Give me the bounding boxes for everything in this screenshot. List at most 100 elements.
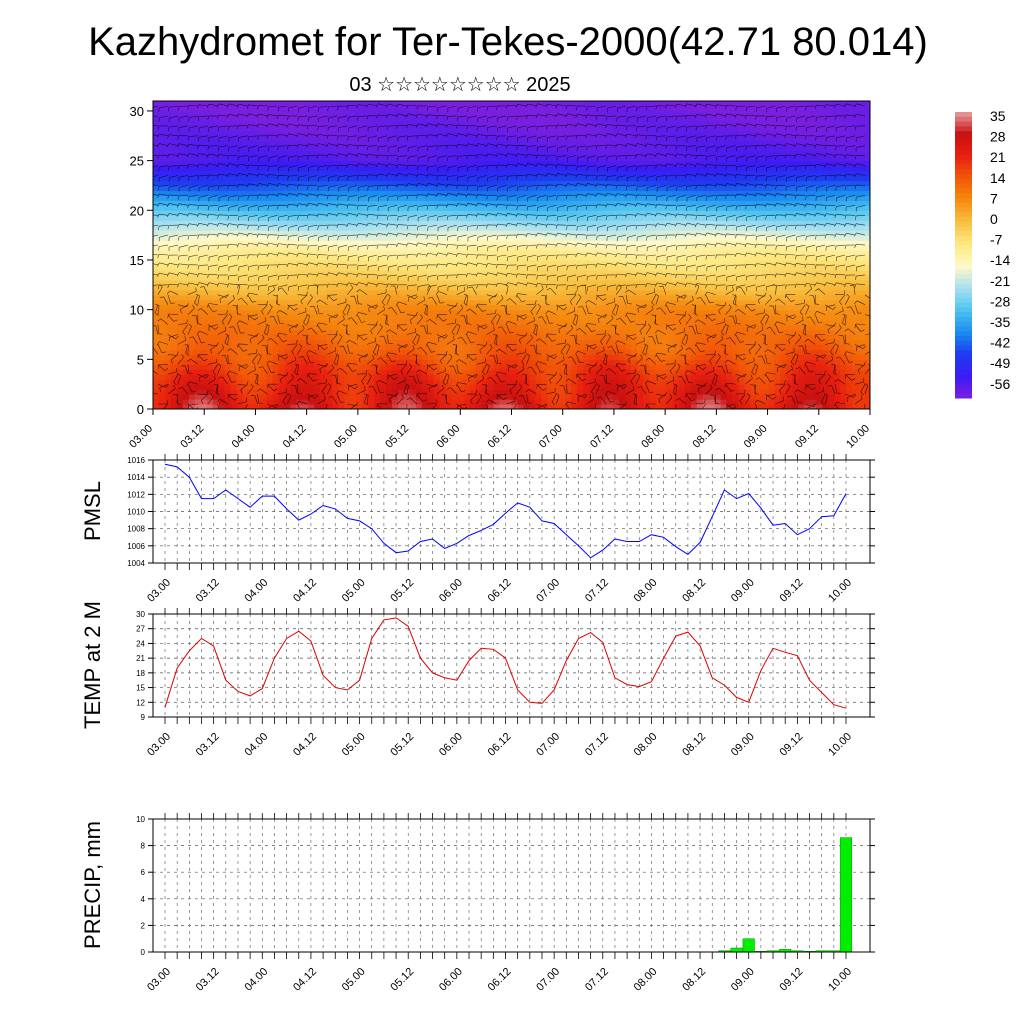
heatmap-cell: [218, 389, 226, 395]
heatmap-cell: [517, 334, 525, 341]
heatmap-cell: [541, 339, 548, 346]
heatmap-cell: [206, 314, 214, 321]
heatmap-cell: [595, 394, 602, 400]
heatmap-cell: [254, 329, 262, 336]
heatmap-cell: [613, 379, 620, 385]
heatmap-cell: [350, 369, 357, 375]
heatmap-cell: [433, 384, 441, 390]
heatmap-cell: [170, 250, 178, 256]
heatmap-cell: [523, 125, 531, 132]
heatmap-cell: [625, 394, 632, 400]
heatmap-cell: [595, 165, 602, 172]
heatmap-cell: [547, 255, 554, 261]
heatmap-cell: [457, 135, 465, 142]
heatmap-cell: [553, 294, 560, 301]
heatmap-cell: [320, 289, 327, 296]
heatmap-cell: [344, 344, 351, 350]
heatmap-cell: [457, 314, 465, 321]
heatmap-cell: [595, 264, 602, 271]
heatmap-cell: [332, 369, 339, 375]
heatmap-cell: [290, 130, 297, 137]
heatmap-cell: [290, 140, 297, 147]
heatmap-cell: [164, 339, 172, 346]
heatmap-cell: [595, 404, 602, 409]
heatmap-cell: [607, 359, 614, 365]
heatmap-cell: [392, 384, 399, 390]
heatmap-cell: [296, 195, 303, 201]
heatmap-cell: [206, 110, 214, 117]
heatmap-cell: [182, 364, 190, 370]
heatmap-cell: [535, 165, 542, 172]
heatmap-cell: [344, 384, 351, 390]
heatmap-cell: [308, 314, 315, 321]
heatmap-cell: [517, 185, 525, 192]
heatmap-cell: [302, 250, 309, 256]
heatmap-cell: [457, 284, 465, 291]
heatmap-cell: [200, 354, 208, 360]
heatmap-cell: [511, 349, 519, 355]
heatmap-cell: [439, 329, 447, 336]
heatmap-cell: [356, 289, 363, 296]
heatmap-cell: [194, 284, 202, 291]
heatmap-cell: [487, 210, 495, 216]
heatmap-cell: [170, 319, 178, 326]
heatmap-cell: [236, 274, 244, 281]
heatmap-cell: [182, 200, 190, 206]
heatmap-cell: [344, 334, 351, 341]
heatmap-cell: [439, 314, 447, 321]
heatmap-cell: [493, 349, 501, 355]
heatmap-cell: [481, 140, 489, 147]
heatmap-cell: [338, 125, 345, 132]
heatmap-cell: [535, 324, 542, 331]
heatmap-cell: [284, 304, 292, 311]
heatmap-cell: [314, 289, 321, 296]
heatmap-cell: [356, 294, 363, 301]
heatmap-cell: [433, 289, 441, 296]
heatmap-cell: [565, 379, 572, 385]
heatmap-cell: [499, 205, 507, 211]
heatmap-cell: [475, 289, 483, 296]
heatmap-cell: [176, 245, 184, 251]
heatmap-cell: [457, 369, 465, 375]
heatmap-cell: [332, 349, 339, 355]
heatmap-cell: [236, 130, 244, 137]
heatmap-cell: [511, 294, 519, 301]
heatmap-cell: [176, 284, 184, 291]
heatmap-cell: [248, 215, 256, 221]
heatmap-cell: [153, 170, 160, 177]
heatmap-cell: [242, 264, 250, 271]
heatmap-cell: [296, 374, 303, 380]
heatmap-cell: [362, 369, 369, 375]
heatmap-cell: [296, 284, 303, 291]
heatmap-cell: [212, 165, 220, 172]
heatmap-cell: [320, 101, 327, 107]
heatmap-cell: [272, 394, 280, 400]
heatmap-cell: [529, 230, 536, 236]
heatmap-cell: [188, 105, 196, 112]
heatmap-cell: [427, 155, 435, 162]
heatmap-cell: [589, 344, 596, 350]
heatmap-cell: [272, 264, 280, 271]
heatmap-cell: [176, 105, 184, 112]
heatmap-cell: [481, 145, 489, 152]
heatmap-cell: [272, 180, 280, 187]
heatmap-cell: [559, 349, 566, 355]
heatmap-cell: [338, 314, 345, 321]
heatmap-cell: [523, 165, 531, 172]
heatmap-cell: [439, 259, 447, 266]
heatmap-cell: [583, 110, 590, 117]
heatmap-cell: [589, 105, 596, 112]
heatmap-cell: [415, 264, 423, 271]
heatmap-cell: [254, 130, 262, 137]
heatmap-cell: [517, 404, 525, 409]
heatmap-cell: [403, 101, 411, 107]
heatmap-cell: [535, 339, 542, 346]
heatmap-cell: [224, 304, 232, 311]
heatmap-cell: [625, 364, 632, 370]
heatmap-cell: [224, 200, 232, 206]
heatmap-cell: [194, 115, 202, 122]
heatmap-cell: [421, 240, 429, 246]
heatmap-cell: [529, 354, 536, 360]
heatmap-cell: [439, 115, 447, 122]
heatmap-cell: [457, 225, 465, 231]
